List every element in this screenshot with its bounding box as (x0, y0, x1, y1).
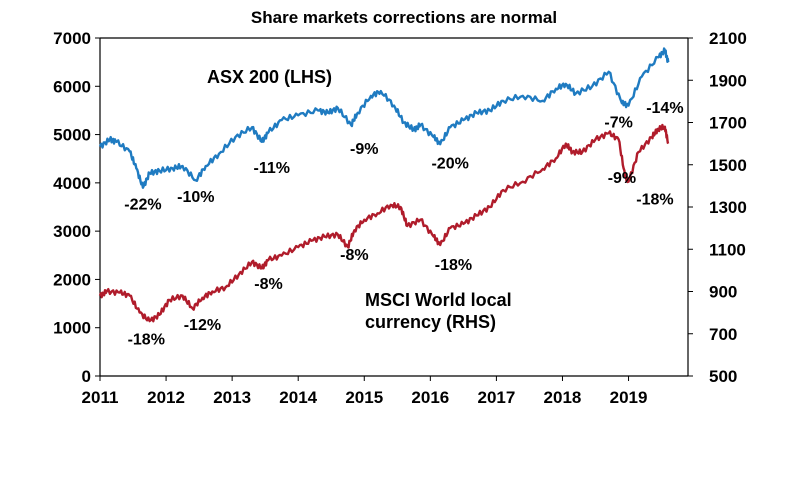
correction-annotation: -12% (184, 317, 221, 334)
x-tick-label: 2013 (213, 388, 251, 407)
x-tick-label: 2019 (610, 388, 648, 407)
x-tick-label: 2018 (544, 388, 582, 407)
y-left-tick-label: 4000 (53, 174, 91, 193)
correction-annotation: -11% (254, 160, 290, 177)
y-right-tick-label: 2100 (709, 29, 747, 48)
series-label-asx200: ASX 200 (LHS) (207, 67, 332, 87)
series-label-msci-line1: MSCI World local (365, 290, 512, 310)
y-right-tick-label: 1300 (709, 198, 747, 217)
y-right-tick-label: 1900 (709, 71, 747, 90)
correction-annotation: -14% (646, 100, 683, 117)
y-left-tick-label: 0 (82, 367, 91, 386)
y-right-tick-label: 1500 (709, 156, 747, 175)
y-left-tick-label: 1000 (53, 319, 91, 338)
x-tick-label: 2017 (477, 388, 515, 407)
series-label-msci-line2: currency (RHS) (365, 312, 496, 332)
x-tick-label: 2016 (411, 388, 449, 407)
y-right-tick-label: 1100 (709, 240, 746, 259)
y-right-tick-label: 500 (709, 367, 737, 386)
correction-annotation: -8% (340, 247, 368, 264)
correction-annotation: -18% (435, 257, 472, 274)
x-tick-label: 2014 (279, 388, 317, 407)
y-left-tick-label: 7000 (53, 29, 91, 48)
correction-annotation: -9% (608, 170, 636, 187)
correction-annotation: -20% (431, 155, 468, 172)
chart-title: Share markets corrections are normal (251, 8, 557, 27)
correction-annotation: -8% (254, 276, 282, 293)
y-left-tick-label: 3000 (53, 222, 91, 241)
correction-annotation: -10% (177, 189, 214, 206)
correction-annotation: -22% (124, 196, 161, 213)
y-right-tick-label: 900 (709, 283, 737, 302)
y-left-tick-label: 6000 (53, 77, 91, 96)
y-left-tick-label: 2000 (53, 270, 91, 289)
correction-annotation: -9% (350, 141, 378, 158)
correction-annotation: -7% (604, 114, 632, 131)
y-right-tick-label: 1700 (709, 114, 747, 133)
y-right-tick-label: 700 (709, 325, 737, 344)
x-tick-label: 2011 (82, 388, 119, 407)
series-line-msci-world (98, 123, 670, 323)
series-line-asx200 (98, 47, 670, 189)
y-left-tick-label: 5000 (53, 126, 91, 145)
correction-annotation: -18% (636, 192, 673, 209)
x-tick-label: 2015 (345, 388, 383, 407)
x-tick-label: 2012 (147, 388, 185, 407)
correction-annotation: -18% (128, 332, 165, 349)
